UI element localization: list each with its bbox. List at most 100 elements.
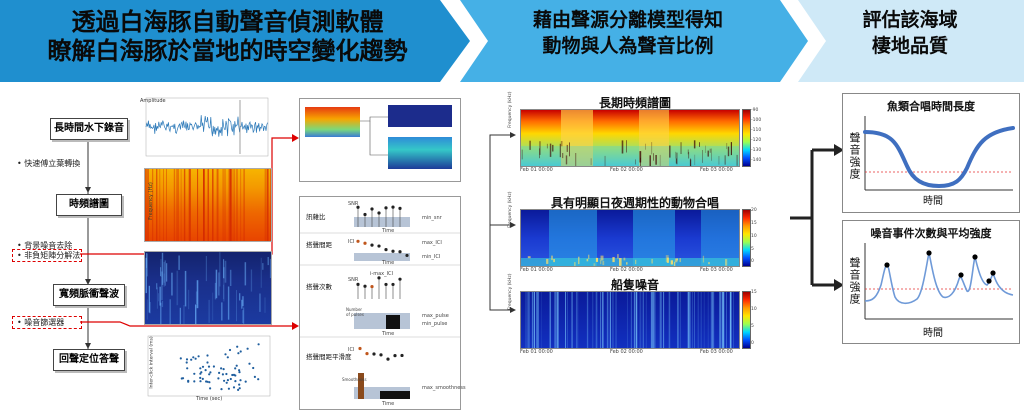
spectrogram-streak	[214, 282, 217, 300]
spectrogram-streak	[159, 286, 161, 306]
feature-xlabel-1: Time	[382, 228, 395, 234]
step-broadband-pulse: 寬頻脈衝聲波	[53, 284, 125, 306]
snr-dot	[370, 207, 374, 211]
spectro2-xtick-0: Feb 01 00:00	[520, 267, 553, 273]
snr-dot	[356, 205, 360, 209]
cbar2-t3: 5	[751, 247, 754, 252]
feature-pulse-count-label: 搭聲次數	[306, 283, 332, 291]
ici-dot	[405, 253, 409, 258]
feature-ylabel-ici-2: ICI	[348, 347, 355, 353]
feature-panel-dividers	[300, 205, 460, 399]
spectrogram-streak	[146, 253, 148, 277]
banner-step1-line1: 透過白海豚自動聲音偵測軟體	[71, 8, 384, 36]
noise-peak-5	[990, 270, 996, 276]
spectrogram-streak	[173, 169, 175, 241]
scatter-point	[239, 379, 242, 382]
waveform-plot	[145, 97, 269, 157]
cbar1-t0: -90	[751, 108, 759, 113]
spectro2-ylabel: Frequency (kHz)	[508, 191, 513, 228]
smooth-dot	[365, 352, 369, 356]
scatter-point	[209, 387, 212, 390]
scatter-point	[199, 372, 202, 375]
pulse-bar	[386, 315, 400, 329]
spectrogram-streak	[208, 299, 210, 323]
scatter-point	[238, 383, 241, 386]
longterm-streak	[559, 143, 561, 158]
ship-streak	[653, 292, 655, 348]
spectrogram-streak	[146, 299, 148, 320]
ship-streak	[592, 292, 594, 348]
bullet-noise-label: 噪音篩選器	[24, 318, 65, 327]
chorus-streak	[574, 262, 576, 266]
spectrogram-streak	[224, 169, 226, 241]
ship-streak	[527, 292, 529, 348]
cbar1-t4: -130	[751, 148, 762, 153]
cbar3-t1: 10	[751, 307, 757, 312]
ship-streak	[541, 292, 542, 348]
result-fish-title: 魚類合唱時間長度	[887, 100, 975, 113]
waveform-trace	[145, 115, 268, 137]
longterm-spectrogram	[520, 109, 740, 167]
spectrogram-streak	[161, 271, 163, 301]
ship-streak	[697, 292, 699, 348]
longterm-streak	[694, 154, 696, 166]
ship-streak	[642, 292, 644, 348]
longterm-streak	[549, 143, 552, 157]
pulse-dot	[363, 284, 367, 288]
banner-arrow-3	[798, 0, 1024, 82]
spectrogram-streak	[148, 285, 150, 313]
scatter-point	[235, 364, 238, 367]
snr-band	[354, 217, 410, 227]
ship-streak	[694, 292, 695, 348]
scatter-point	[222, 368, 225, 371]
longterm-streak	[562, 153, 564, 159]
bullet-fft-label: 快速傅立葉轉換	[24, 159, 81, 168]
ship-streak	[607, 292, 609, 348]
spectro3-xtick-1: Feb 02 00:00	[610, 349, 643, 355]
snr-dot	[398, 206, 402, 210]
scatter-point	[238, 371, 241, 374]
spectrogram-streak	[242, 296, 244, 307]
spectrogram-streak	[266, 169, 269, 241]
result-fish-plot	[863, 116, 1015, 191]
chorus-streak	[595, 257, 598, 262]
longterm-streak	[651, 142, 653, 155]
ship-streak	[712, 292, 713, 348]
step-spectrogram: 時頻譜圖	[56, 194, 122, 216]
process-banner	[0, 0, 1024, 82]
longterm-streak	[705, 145, 706, 153]
ship-streak	[692, 292, 693, 348]
longterm-streak	[702, 150, 703, 163]
cbar1-t1: -100	[751, 118, 762, 123]
spectrogram-streak	[188, 289, 190, 310]
spectro-title-chorus: 具有明顯日夜週期性的動物合唱	[550, 196, 719, 210]
spectrogram-streak	[175, 169, 177, 241]
spectrogram-streak	[145, 169, 148, 241]
ship-streak	[537, 292, 539, 348]
spectrogram-streak	[156, 169, 158, 241]
spectrogram-streak	[228, 169, 230, 241]
banner-arrow-2	[460, 0, 808, 82]
banner-step1-text: 透過白海豚自動聲音偵測軟體 瞭解白海豚於當地的時空變化趨勢	[0, 8, 455, 67]
scatter-point	[194, 357, 197, 360]
ici-band	[354, 253, 410, 261]
ship-streak	[528, 292, 530, 348]
scatter-point	[199, 376, 202, 379]
chorus-streak	[593, 263, 596, 266]
spectrogram-streak	[166, 169, 167, 241]
banner-step3-line2: 棲地品質	[871, 34, 948, 57]
ship-streak	[612, 292, 614, 348]
feature-panel: 訊雜比 搭聲間距 搭聲次數 搭聲間距平滑度 min_snr max_ICI mi…	[299, 196, 466, 410]
cbar2-t1: 15	[751, 221, 757, 226]
spectrogram-streak	[184, 270, 187, 307]
scatter-point	[253, 375, 256, 378]
longterm-streak	[688, 151, 690, 159]
longterm-streak	[690, 158, 691, 166]
spectrogram-streak	[264, 297, 266, 313]
ship-streak	[722, 292, 725, 348]
chorus-streak	[708, 262, 710, 265]
spectrogram-streak	[179, 307, 181, 324]
spectrogram-streak	[244, 262, 247, 286]
scatter-point	[199, 380, 202, 383]
stat-i-max-ici: i-max_ICI	[370, 271, 394, 277]
